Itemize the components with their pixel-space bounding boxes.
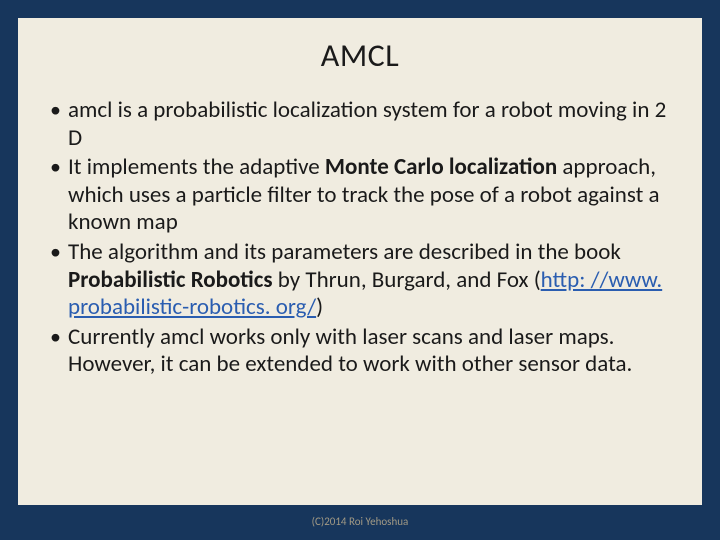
bullet-item: It implements the adaptive Monte Carlo l… (46, 154, 674, 237)
slide-title: AMCL (46, 36, 674, 75)
bullet-item: amcl is a probabilistic localization sys… (46, 97, 674, 152)
slide: AMCL amcl is a probabilistic localizatio… (16, 16, 704, 507)
footer-copyright: (C)2014 Roi Yehoshua (0, 507, 720, 540)
bullet-item: Currently amcl works only with laser sca… (46, 324, 674, 379)
bullet-list: amcl is a probabilistic localization sys… (46, 97, 674, 381)
bullet-item: The algorithm and its parameters are des… (46, 239, 674, 322)
